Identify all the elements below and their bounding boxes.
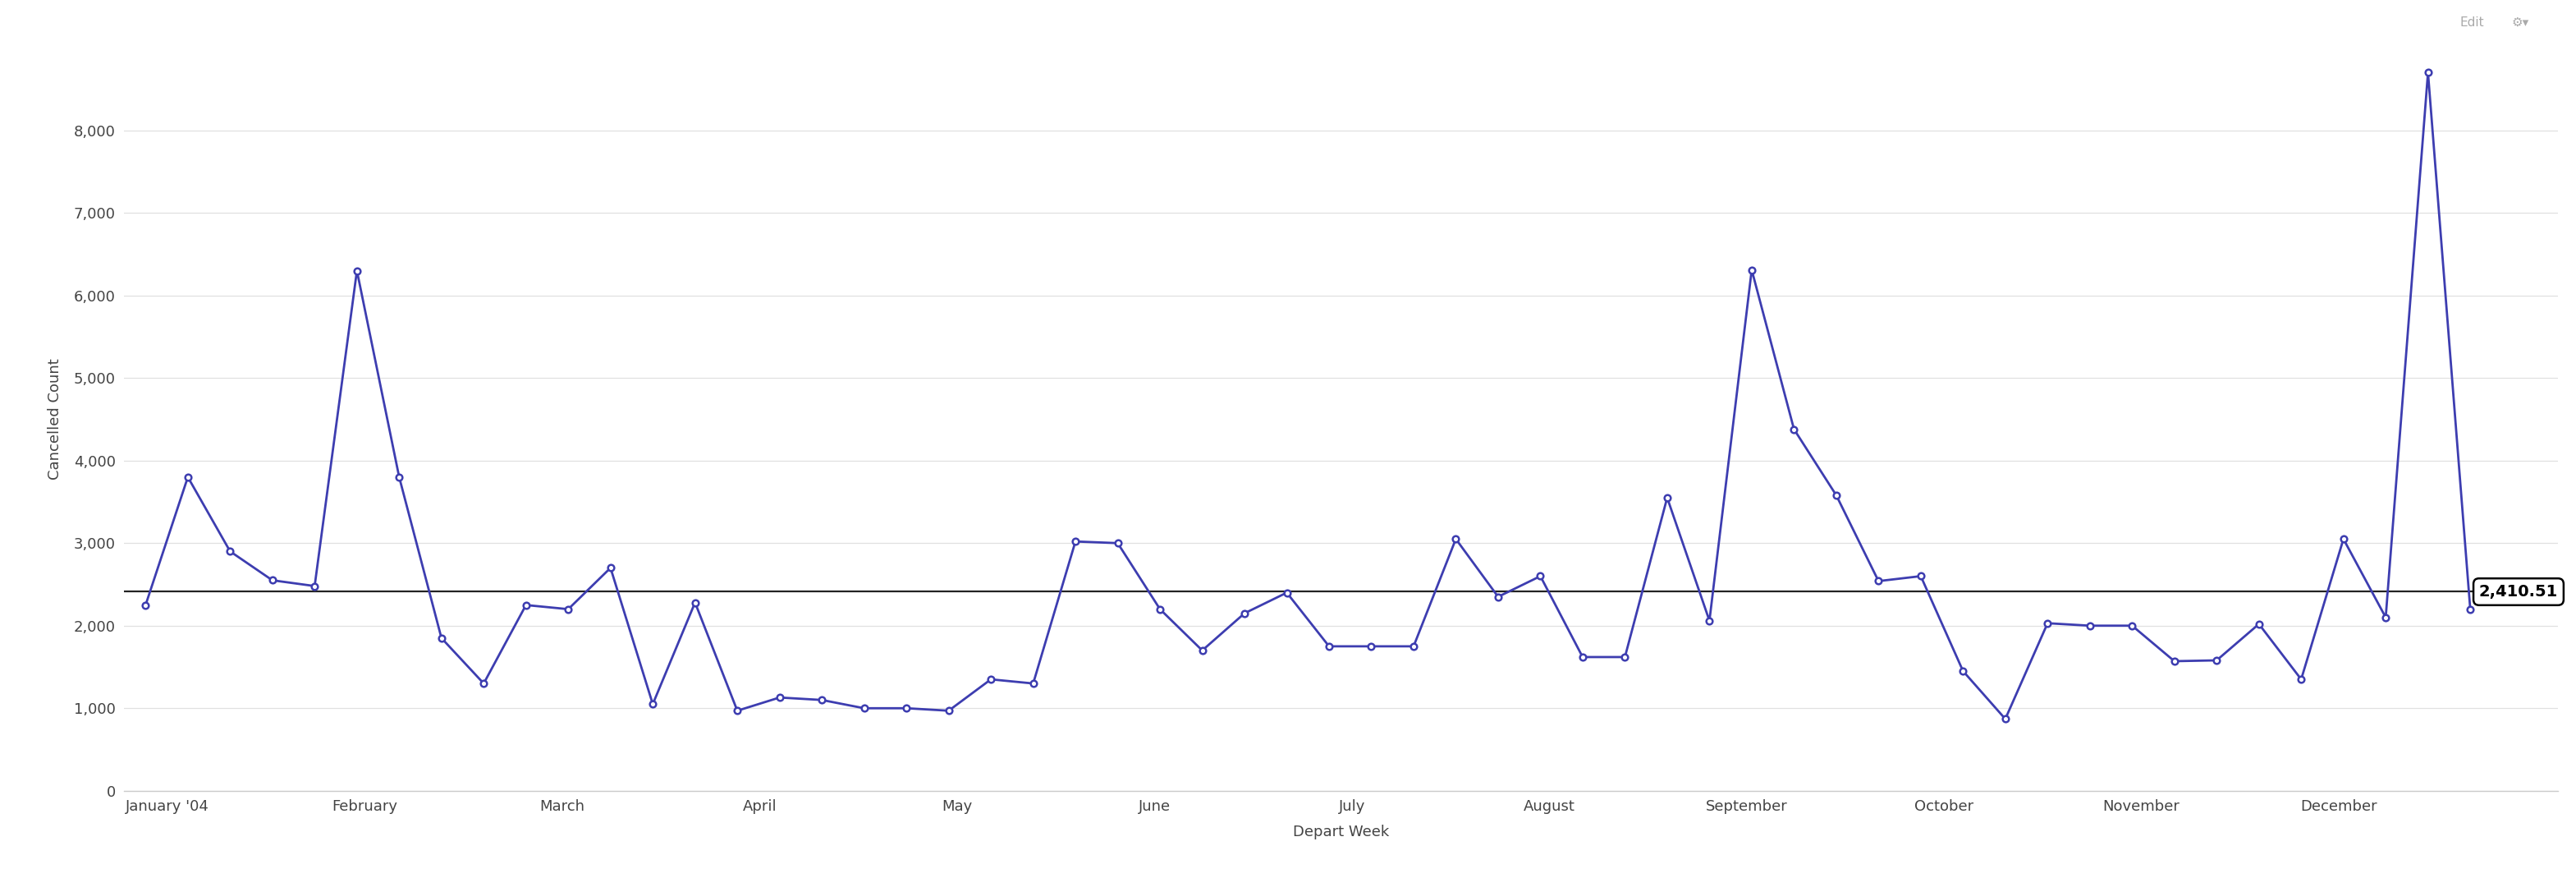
- Text: Edit: Edit: [2460, 17, 2483, 29]
- Y-axis label: Cancelled Count: Cancelled Count: [46, 359, 62, 480]
- Text: Visualization: Visualization: [36, 15, 142, 30]
- Text: ⚙▾: ⚙▾: [2512, 17, 2530, 29]
- Text: ▼: ▼: [15, 17, 26, 29]
- Text: 2,410.51: 2,410.51: [2478, 584, 2558, 600]
- X-axis label: Depart Week: Depart Week: [1293, 825, 1388, 839]
